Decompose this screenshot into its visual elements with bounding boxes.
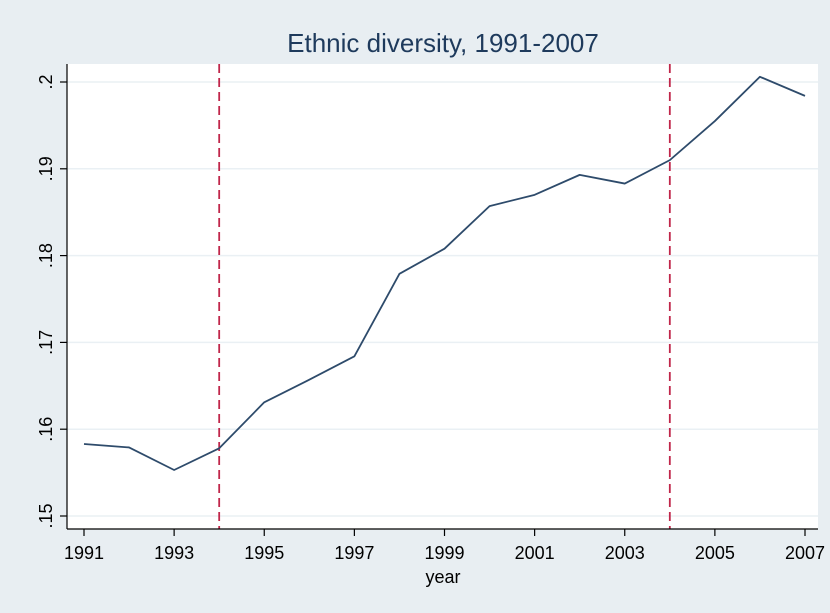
y-tick-label: .18 [36,243,56,268]
y-tick-label: .2 [36,74,56,89]
x-tick-label: 1999 [424,543,464,563]
x-tick-label: 1993 [154,543,194,563]
y-tick-label: .19 [36,156,56,181]
x-tick-label: 2005 [695,543,735,563]
x-tick-label: 2003 [605,543,645,563]
chart-title: Ethnic diversity, 1991-2007 [287,28,599,58]
y-tick-label: .17 [36,330,56,355]
x-tick-label: 1997 [334,543,374,563]
x-tick-label: 2007 [785,543,825,563]
x-axis-label: year [425,567,460,587]
y-tick-label: .15 [36,503,56,528]
x-tick-label: 1995 [244,543,284,563]
x-tick-label: 2001 [515,543,555,563]
y-tick-label: .16 [36,417,56,442]
plot-area [67,64,818,529]
x-tick-label: 1991 [64,543,104,563]
